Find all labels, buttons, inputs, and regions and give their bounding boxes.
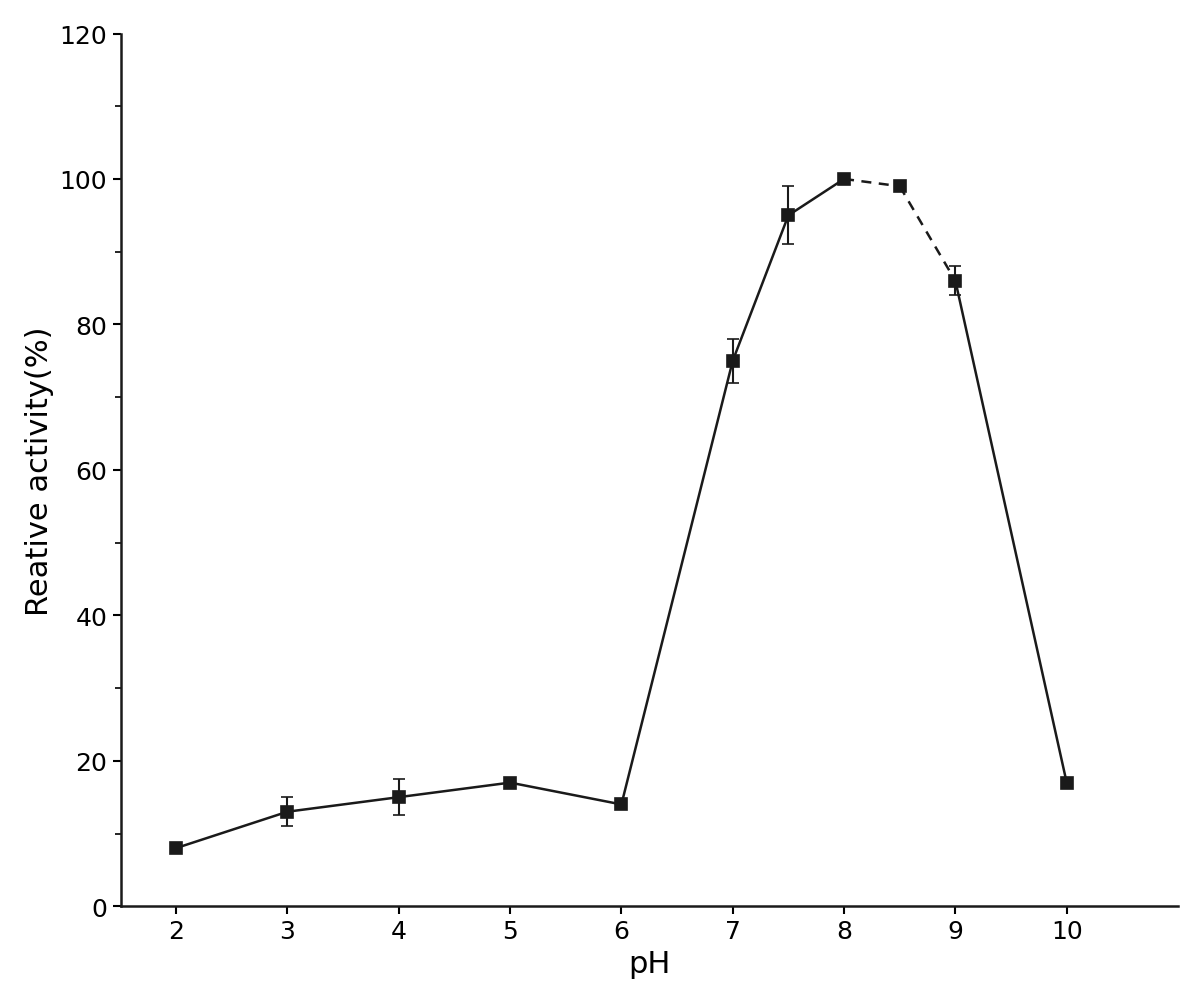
Y-axis label: Reative activity(%): Reative activity(%) [25, 326, 54, 615]
X-axis label: pH: pH [628, 949, 670, 978]
